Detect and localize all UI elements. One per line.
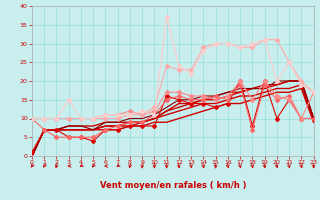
Text: Vent moyen/en rafales ( km/h ): Vent moyen/en rafales ( km/h ): [100, 182, 246, 190]
